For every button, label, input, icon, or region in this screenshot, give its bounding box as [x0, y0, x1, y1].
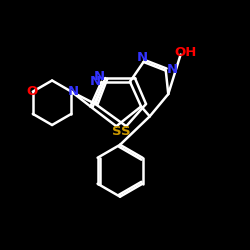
- Text: N: N: [94, 70, 104, 83]
- Text: O: O: [26, 85, 37, 98]
- Text: OH: OH: [174, 46, 196, 59]
- Text: S: S: [112, 125, 121, 138]
- Text: S: S: [122, 125, 131, 138]
- Text: N: N: [167, 63, 178, 76]
- Text: N: N: [137, 50, 148, 64]
- Text: N: N: [68, 85, 79, 98]
- Text: N: N: [89, 75, 101, 88]
